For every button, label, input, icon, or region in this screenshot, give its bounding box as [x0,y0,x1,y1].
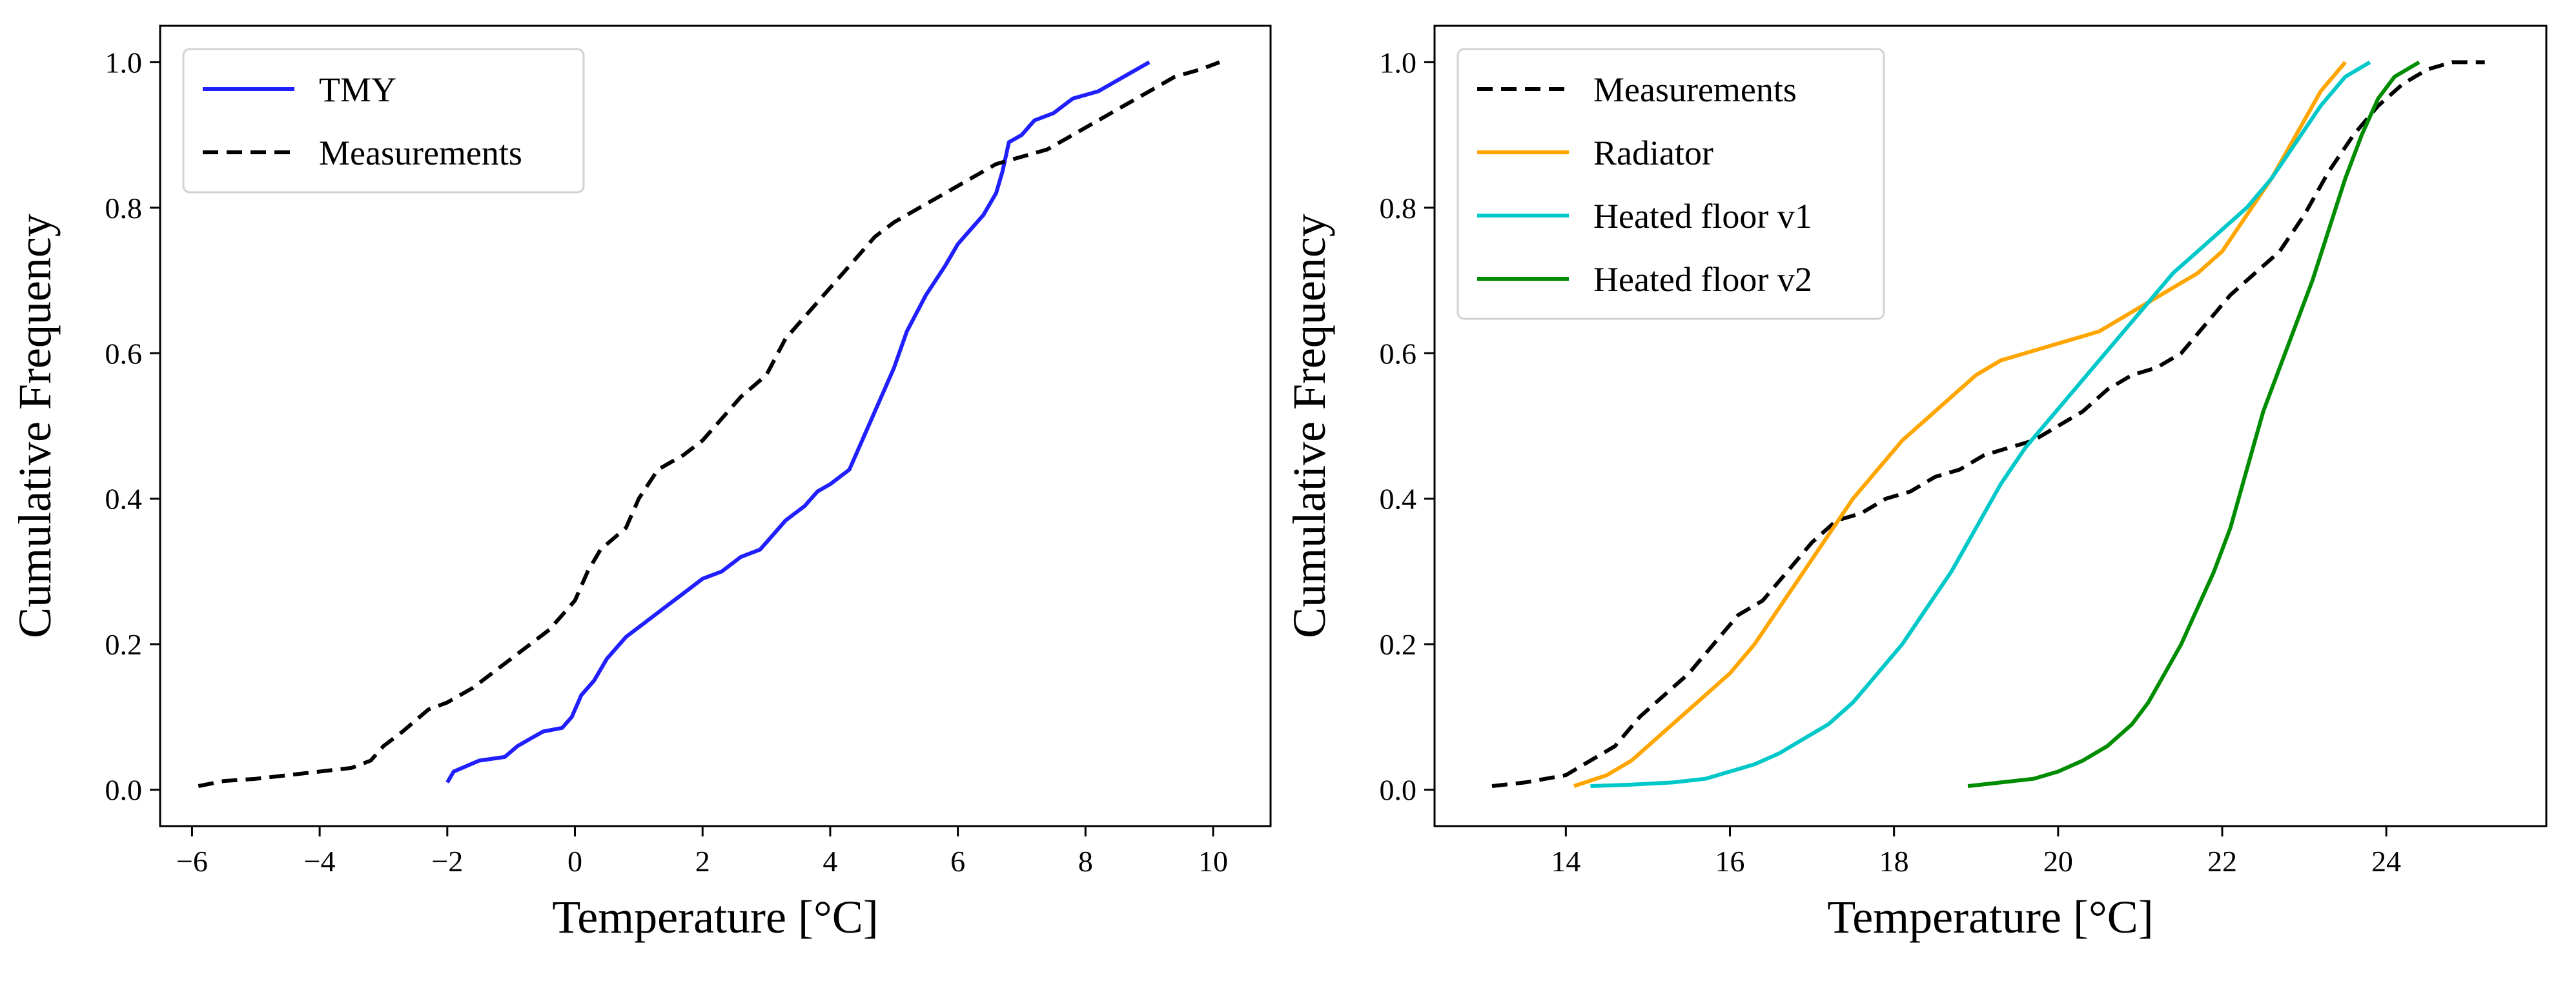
legend-label: TMY [319,70,396,109]
x-tick-label: 4 [823,845,837,878]
y-axis-label: Cumulative Frequency [9,214,61,638]
series-line-2-1 [1491,60,2485,788]
legend-label: Radiator [1593,134,1713,172]
axes-frame-1 [159,25,1272,827]
x-tick-label: 14 [1551,845,1580,878]
axes-frame-2 [1433,25,2548,827]
x-tick-label: 18 [1879,845,1909,878]
x-tick-label: 8 [1078,845,1093,878]
x-tick-label: −4 [304,845,336,878]
legend-label: Measurements [319,134,522,172]
x-tick-label: 20 [2043,845,2073,878]
x-tick-label: 22 [2207,845,2237,878]
x-tick-label: 2 [695,845,710,878]
y-tick-label: 0.0 [105,774,143,807]
legend-box-2 [1457,48,1885,320]
legend-label: Heated floor v2 [1593,260,1812,299]
series-line-2-3 [1590,60,2371,788]
y-tick-label: 1.0 [1380,46,1417,79]
x-tick-label: −6 [176,845,208,878]
y-tick-label: 0.6 [105,337,143,370]
y-tick-label: 0.0 [1380,774,1417,807]
y-tick-label: 0.2 [1380,628,1417,661]
series-line-2-4 [1967,60,2420,788]
x-axis-label: Temperature [°C] [552,891,879,943]
y-tick-label: 0.4 [1380,483,1417,516]
y-tick-label: 0.8 [1380,192,1417,225]
x-tick-label: 16 [1715,845,1745,878]
legend-label: Measurements [1593,70,1797,109]
y-tick-label: 0.2 [105,628,143,661]
legend-label: Heated floor v1 [1593,197,1812,236]
x-axis-label: Temperature [°C] [1827,891,2154,943]
series-line-1-2 [198,60,1220,788]
x-tick-label: 6 [950,845,965,878]
legend-box-1 [182,48,585,194]
y-tick-label: 1.0 [105,46,143,79]
x-tick-label: 10 [1198,845,1228,878]
x-tick-label: 24 [2371,845,2401,878]
x-tick-label: 0 [567,845,582,878]
series-line-2-2 [1573,61,2347,788]
x-tick-label: −2 [431,845,463,878]
y-tick-label: 0.8 [105,192,143,225]
series-line-1-1 [445,60,1150,784]
y-tick-label: 0.4 [105,483,143,516]
y-axis-label: Cumulative Frequency [1283,214,1335,638]
chart-panel-2: 14 16 18 20 22 24 0.0 0.2 0.4 0.6 0.8 1.0 Temperatur… [1283,25,2548,943]
chart-panel-1: −6 −4 −2 0 2 4 6 8 10 0.0 0.2 0.4 0.6 0.8 1.0 Temperatu… [9,25,1272,943]
y-tick-label: 0.6 [1380,337,1417,370]
